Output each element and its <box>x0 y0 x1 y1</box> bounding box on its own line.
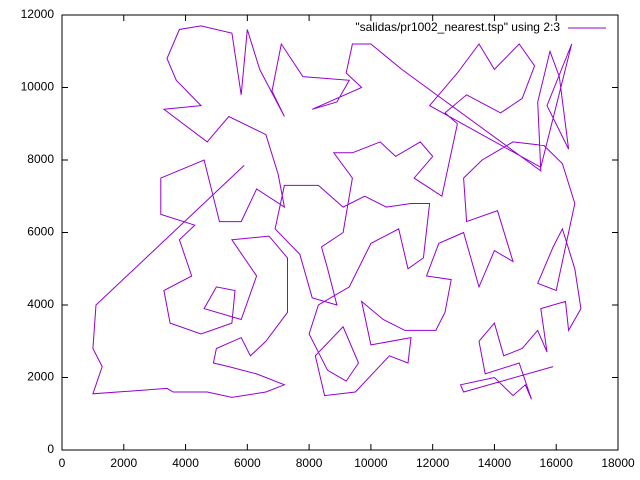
x-tick-label: 12000 <box>416 456 450 470</box>
y-tick-label: 6000 <box>27 225 54 239</box>
x-tick-label: 6000 <box>234 456 261 470</box>
x-tick-label: 8000 <box>296 456 323 470</box>
plot-border <box>61 14 619 451</box>
y-tick-label: 4000 <box>27 297 54 311</box>
x-tick-label: 18000 <box>601 456 635 470</box>
legend-label: "salidas/pr1002_nearest.tsp" using 2:3 <box>355 20 560 34</box>
x-tick-label: 4000 <box>172 456 199 470</box>
y-tick-label: 10000 <box>21 80 55 94</box>
x-tick-label: 14000 <box>478 456 512 470</box>
x-tick-label: 2000 <box>110 456 137 470</box>
y-tick-label: 8000 <box>27 152 54 166</box>
y-tick-label: 2000 <box>27 370 54 384</box>
y-tick-label: 0 <box>47 442 54 456</box>
x-tick-label: 16000 <box>540 456 574 470</box>
y-tick-label: 12000 <box>21 7 55 21</box>
tour-line <box>92 25 582 400</box>
x-tick-label: 0 <box>59 456 66 470</box>
x-tick-label: 10000 <box>354 456 388 470</box>
